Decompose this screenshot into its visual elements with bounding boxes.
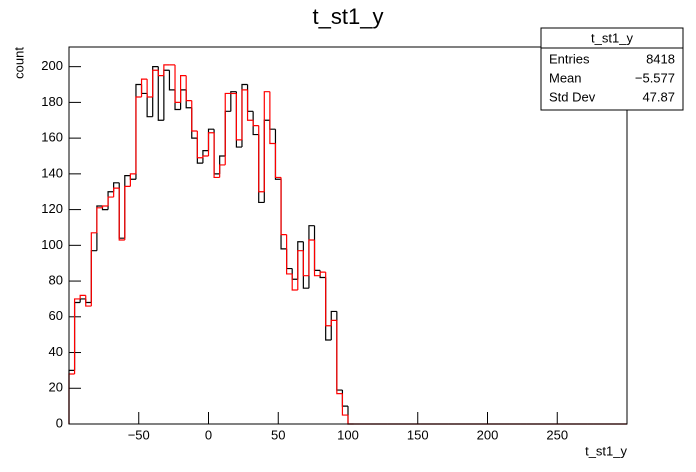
stats-title: t_st1_y (591, 30, 633, 45)
y-tick-label: 200 (41, 58, 63, 73)
x-axis-title: t_st1_y (585, 443, 627, 458)
y-tick-label: 60 (49, 308, 63, 323)
y-tick-label: 20 (49, 380, 63, 395)
histogram-bin (308, 239, 315, 276)
histogram-bin (168, 70, 176, 91)
histogram-bin (118, 188, 125, 241)
histogram-bin (96, 207, 103, 233)
y-tick-label: 0 (56, 415, 63, 430)
histogram-bin (191, 100, 198, 132)
histogram-bin (286, 234, 293, 275)
histogram-bin (341, 393, 348, 416)
histogram-bin (152, 69, 159, 98)
y-tick-label: 120 (41, 201, 63, 216)
histogram-bin (174, 64, 181, 103)
histogram-bin (196, 130, 203, 159)
histogram-bin (140, 78, 148, 98)
x-tick-label: 100 (337, 427, 359, 442)
stats-box (540, 27, 684, 111)
histogram-bin (219, 164, 226, 178)
stats-label: Std Dev (549, 89, 596, 104)
stats-value: −5.577 (635, 70, 675, 85)
y-tick-label: 40 (49, 344, 63, 359)
histogram-bin (263, 91, 270, 192)
histogram-bin (269, 91, 276, 145)
histogram-bin (207, 132, 215, 156)
stats-value: 8418 (646, 51, 675, 66)
x-tick-label: 50 (271, 427, 285, 442)
chart-title: t_st1_y (313, 4, 384, 29)
histogram-bin (252, 120, 259, 127)
histogram-bin (330, 310, 337, 341)
histogram-bin (180, 74, 187, 103)
histogram-bin (202, 150, 209, 164)
stats-label: Entries (549, 51, 590, 66)
y-tick-label: 140 (41, 165, 63, 180)
y-tick-label: 100 (41, 237, 63, 252)
histogram-bin (185, 75, 192, 102)
histogram-bin (291, 273, 298, 291)
histogram-bin (330, 319, 337, 326)
x-tick-label: 150 (407, 427, 429, 442)
x-tick-label: 0 (205, 427, 212, 442)
histogram-bin (163, 64, 170, 76)
histogram-bin (124, 185, 131, 240)
histogram-bin (213, 132, 220, 179)
plot-frame (68, 46, 628, 425)
y-tick-label: 80 (49, 272, 63, 287)
histogram-bin (224, 92, 231, 165)
histogram-bin (246, 89, 254, 121)
histogram-bin (235, 93, 242, 141)
y-axis-title: count (11, 47, 26, 79)
histogram-bin (252, 111, 259, 136)
histogram-bin (96, 205, 103, 251)
y-tick-label: 160 (41, 130, 63, 145)
histogram-bin (319, 271, 326, 276)
histogram-bin (152, 66, 159, 117)
histogram-bin (113, 187, 120, 198)
histogram-bin (258, 125, 265, 193)
x-tick-label: 200 (477, 427, 499, 442)
histogram-bin (280, 177, 287, 236)
histogram-bin (336, 320, 343, 395)
histogram-bin (157, 70, 164, 77)
histogram-bin (90, 232, 97, 307)
histogram-bin (274, 143, 282, 179)
histogram-bin (73, 298, 81, 374)
stats-label: Mean (549, 70, 582, 85)
y-tick-label: 180 (41, 94, 63, 109)
histogram-bin (302, 250, 309, 277)
histogram-bin (129, 173, 136, 187)
x-tick-label: 250 (546, 427, 568, 442)
stats-value: 47.87 (642, 89, 675, 104)
histogram-bin (85, 295, 92, 307)
histogram-bin (79, 294, 86, 299)
histogram-bin (107, 196, 114, 207)
histogram-bin (297, 250, 304, 290)
histogram-bin (146, 93, 153, 118)
histogram-bin (325, 272, 332, 327)
x-tick-label: −50 (128, 427, 150, 442)
histogram-bin (101, 205, 109, 208)
histogram-bin (241, 89, 248, 140)
histogram-bin (146, 79, 153, 98)
histogram-bin (230, 91, 237, 112)
histogram-bin (135, 96, 142, 174)
histogram-bin (202, 155, 209, 158)
histogram-bin (157, 66, 164, 121)
histogram-bin (313, 239, 321, 277)
